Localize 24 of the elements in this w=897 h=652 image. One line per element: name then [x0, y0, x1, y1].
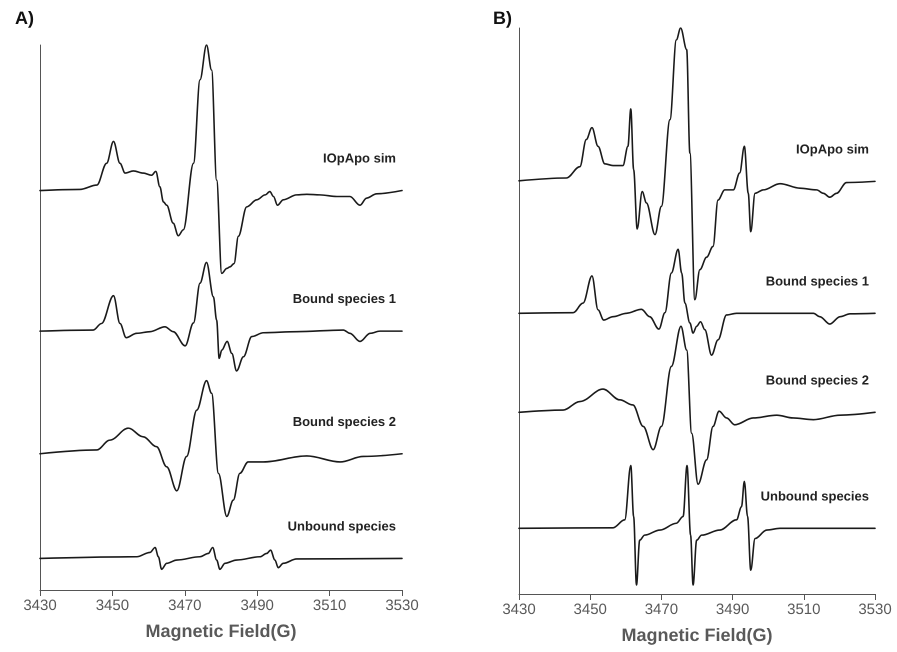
- chart-title: A): [15, 8, 34, 28]
- x-tick-label: 3490: [240, 597, 274, 614]
- x-tick-label: 3510: [312, 597, 346, 614]
- series-label: IOpApo sim: [323, 150, 396, 166]
- x-tick-label: 3530: [858, 601, 892, 618]
- x-tick-label: 3510: [787, 601, 820, 618]
- x-tick-label: 3430: [502, 601, 536, 618]
- chart-title: B): [493, 8, 512, 28]
- x-tick-label: 3450: [574, 601, 607, 618]
- series-label: Unbound species: [760, 488, 869, 504]
- series-label: Bound species 1: [292, 291, 396, 306]
- x-axis-title: Magnetic Field(G): [145, 621, 297, 641]
- x-tick-label: 3530: [385, 597, 419, 614]
- series-label: Unbound species: [288, 518, 396, 534]
- x-tick-label: 3430: [23, 597, 57, 614]
- x-tick-label: 3470: [644, 601, 678, 618]
- x-tick-label: 3490: [716, 601, 750, 618]
- series-label: IOpApo sim: [796, 141, 869, 156]
- series-label: Bound species 2: [766, 372, 869, 388]
- series-label: Bound species 1: [766, 273, 869, 288]
- series-label: Bound species 2: [292, 414, 396, 429]
- x-axis-title: Magnetic Field(G): [621, 625, 773, 645]
- x-tick-label: 3450: [96, 597, 130, 614]
- x-tick-label: 3470: [168, 597, 202, 614]
